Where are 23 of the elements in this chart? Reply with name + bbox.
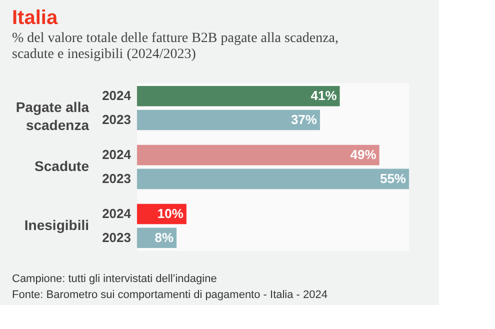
text: 2024 xyxy=(102,147,131,162)
y-tick-label: Inesigibili xyxy=(24,216,89,233)
bar xyxy=(137,168,409,190)
text: Campione: tutti gli intervistati dell’indagine xyxy=(12,273,217,285)
data-label: 8% xyxy=(154,230,174,245)
data-label: 37% xyxy=(290,112,318,127)
bar xyxy=(137,110,320,130)
chart-title: Italia xyxy=(12,7,58,29)
text: 2023 xyxy=(102,170,131,186)
data-label: 41% xyxy=(310,88,338,104)
data-label: 49% xyxy=(350,147,377,162)
text: 2024 xyxy=(102,206,131,221)
source-note: Fonte: Barometro sui comportamenti di pagamento - Italia - 2024 xyxy=(12,289,328,301)
y-tick-label: Scadute xyxy=(34,158,90,174)
series-label: 2024 xyxy=(102,88,132,104)
chart-subtitle: % del valore totale delle fatture B2B pagate alla scadenza, scadute e inesigibili (2024/2023) xyxy=(12,31,339,62)
bar xyxy=(137,144,380,166)
bar xyxy=(137,86,340,106)
y-tick-label: Pagate alla scadenza xyxy=(16,99,90,134)
series-label: 2023 xyxy=(102,112,131,127)
data-label: 55% xyxy=(380,170,406,186)
text: 2023 xyxy=(102,230,131,245)
data-label: 10% xyxy=(157,206,184,221)
